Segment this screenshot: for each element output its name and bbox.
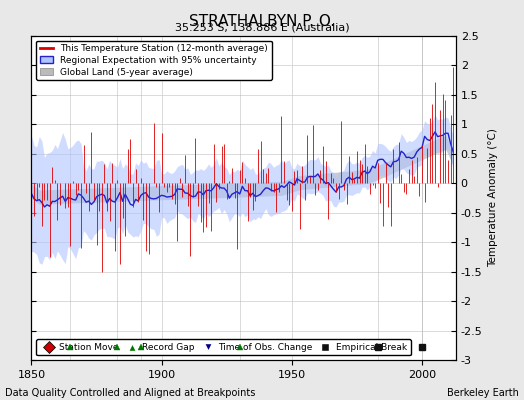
Legend: Station Move, Record Gap, Time of Obs. Change, Empirical Break: Station Move, Record Gap, Time of Obs. C… <box>36 339 411 356</box>
Text: Data Quality Controlled and Aligned at Breakpoints: Data Quality Controlled and Aligned at B… <box>5 388 256 398</box>
Text: STRATHALBYN P. O.: STRATHALBYN P. O. <box>189 14 335 29</box>
Text: Berkeley Earth: Berkeley Earth <box>447 388 519 398</box>
Text: 35.253 S, 138.886 E (Australia): 35.253 S, 138.886 E (Australia) <box>174 22 350 32</box>
Y-axis label: Temperature Anomaly (°C): Temperature Anomaly (°C) <box>488 128 498 268</box>
